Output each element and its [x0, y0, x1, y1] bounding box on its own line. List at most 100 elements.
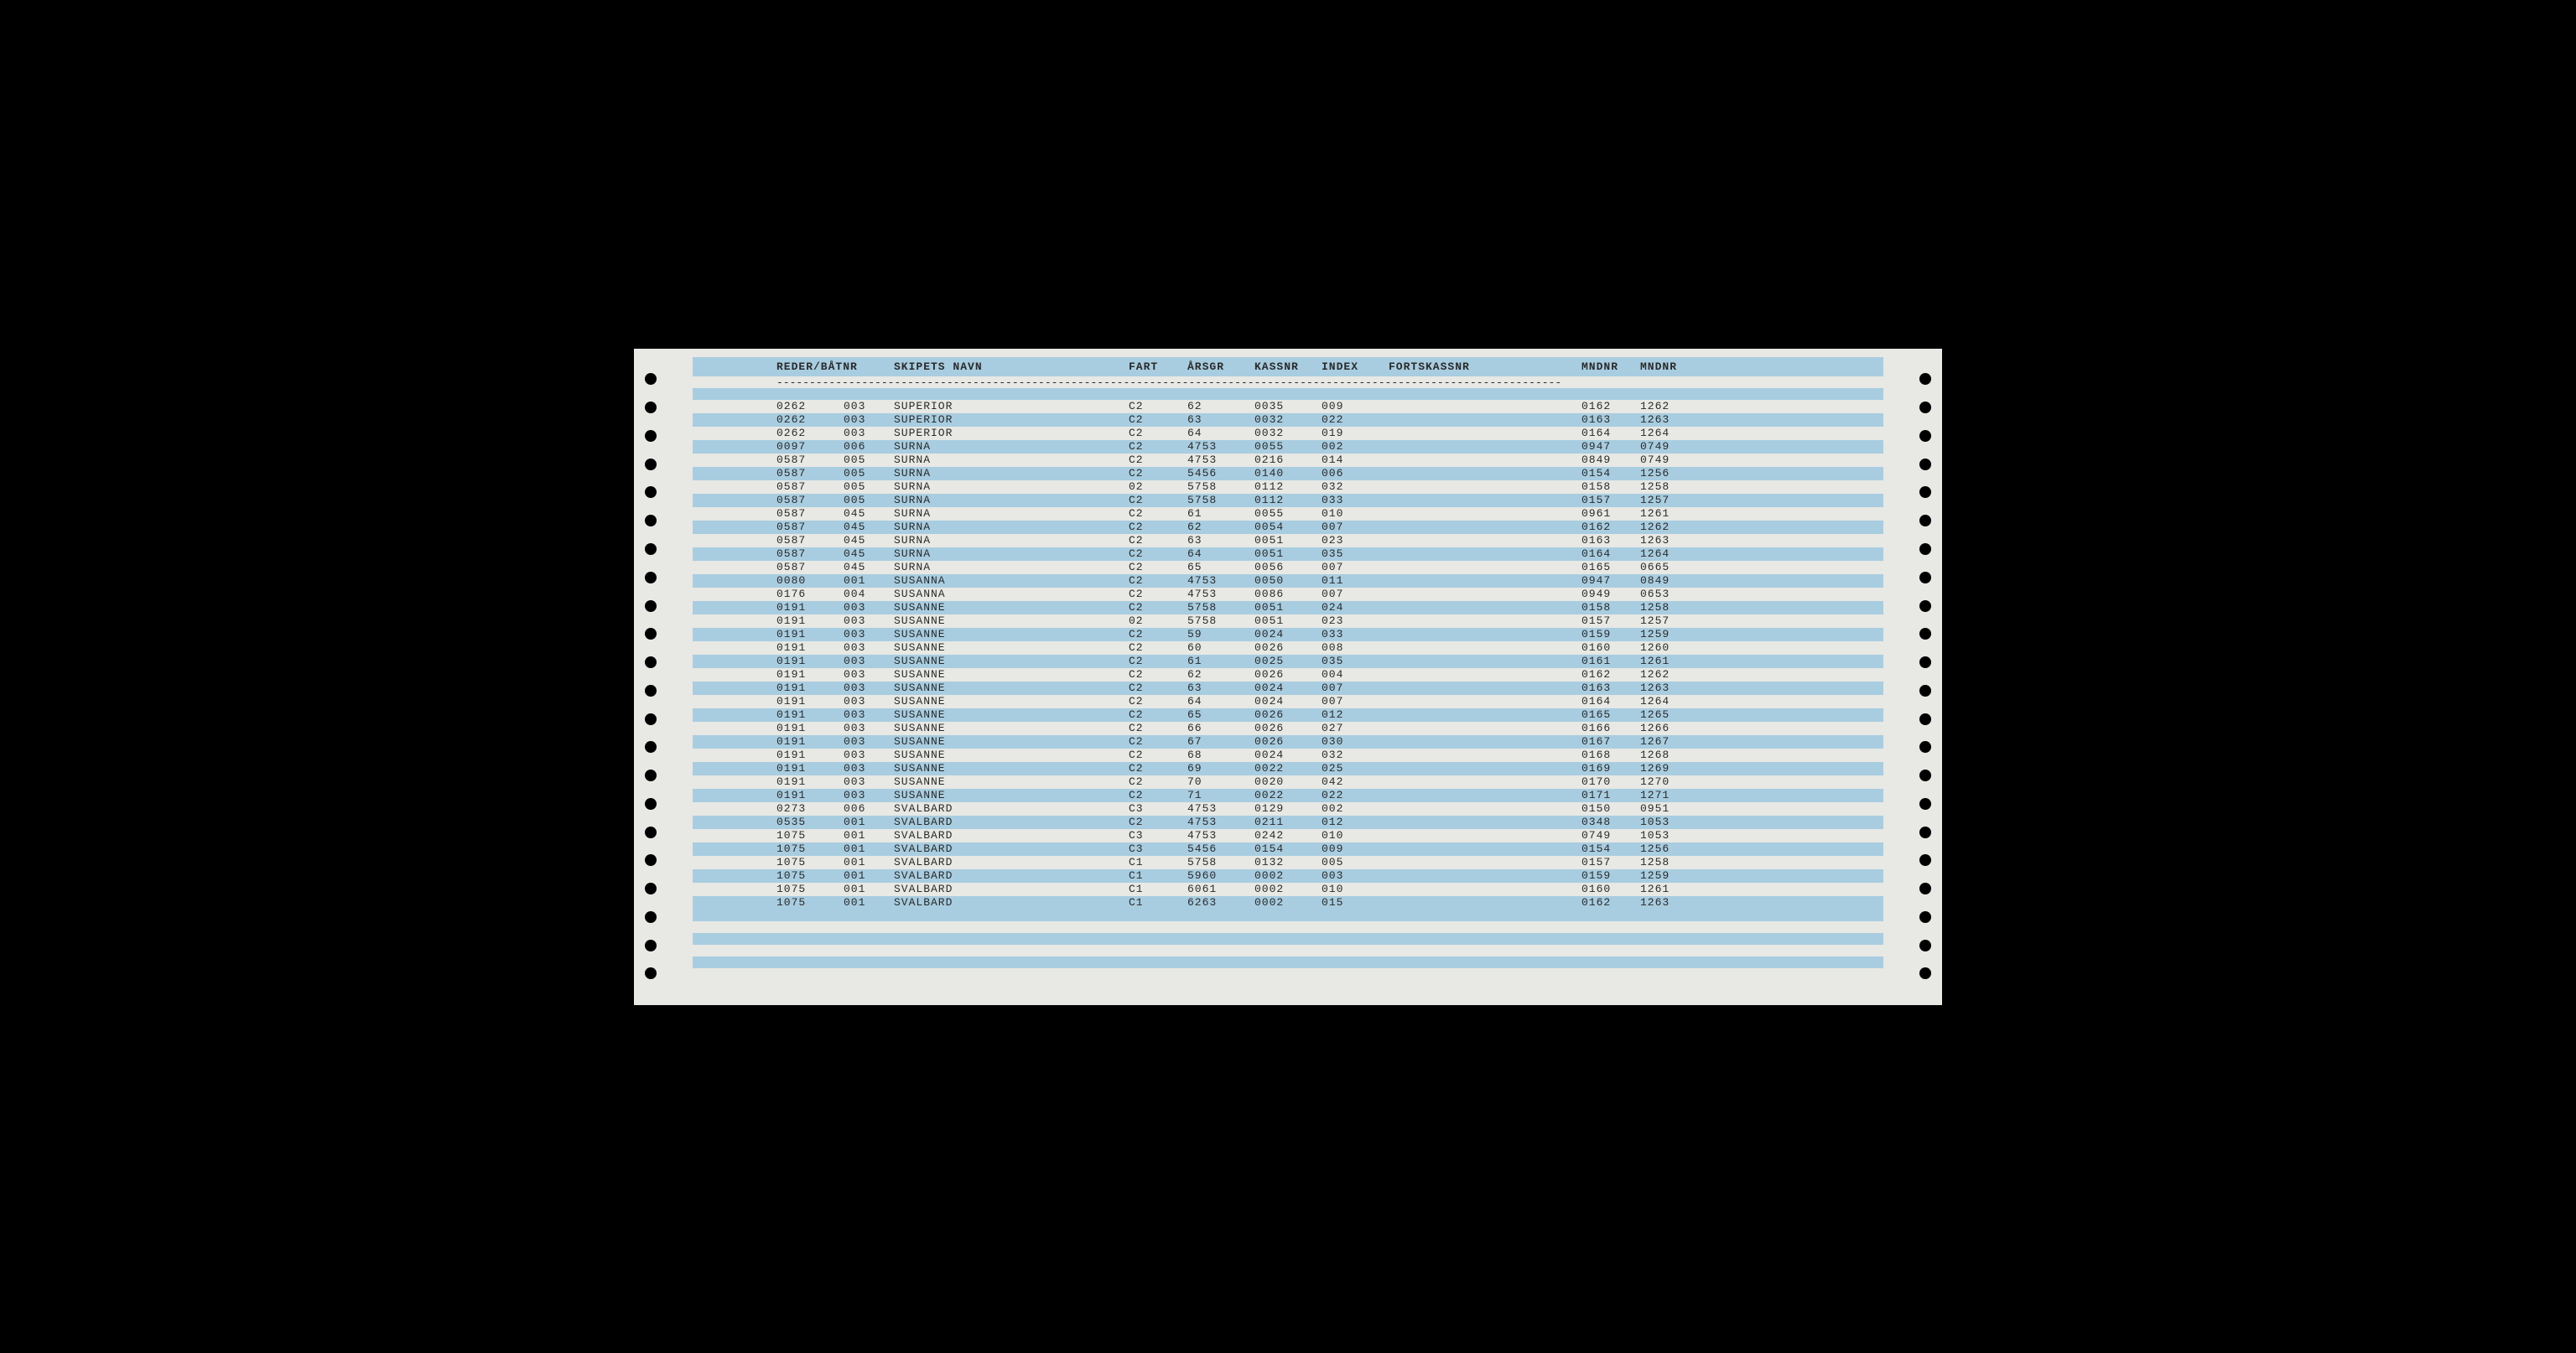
cell-skip: SUSANNE: [894, 628, 1129, 640]
cell-kassnr: 0154: [1254, 842, 1322, 855]
cell-reder: 0097: [693, 440, 844, 453]
cell-arsgr: 63: [1187, 534, 1254, 547]
cell-skip: SVALBARD: [894, 896, 1129, 909]
table-row: 0273006SVALBARDC34753012900201500951: [693, 802, 1883, 816]
cell-fart: C2: [1129, 749, 1187, 761]
cell-mndnr1: 0161: [1581, 655, 1640, 667]
cell-mndnr1: 0961: [1581, 507, 1640, 520]
cell-fart: C2: [1129, 507, 1187, 520]
cell-arsgr: 62: [1187, 400, 1254, 412]
cell-mndnr1: 0164: [1581, 695, 1640, 708]
cell-mndnr2: 1264: [1640, 547, 1699, 560]
cell-reder: 0587: [693, 494, 844, 506]
sprocket-hole: [645, 486, 657, 498]
cell-fart: C2: [1129, 534, 1187, 547]
cell-skip: SUSANNE: [894, 762, 1129, 775]
cell-mndnr2: 1053: [1640, 816, 1699, 828]
cell-arsgr: 4753: [1187, 829, 1254, 842]
cell-mndnr2: 1271: [1640, 789, 1699, 801]
cell-mndnr1: 0348: [1581, 816, 1640, 828]
cell-mndnr2: 0951: [1640, 802, 1699, 815]
cell-index: 025: [1322, 762, 1389, 775]
table-row: 0191003SUSANNEC271002202201711271: [693, 789, 1883, 802]
cell-forts: [1389, 574, 1581, 587]
cell-skip: SVALBARD: [894, 802, 1129, 815]
table-row: 0191003SUSANNEC269002202501691269: [693, 762, 1883, 775]
table-row: 0262003SUPERIORC264003201901641264: [693, 427, 1883, 440]
cell-kassnr: 0026: [1254, 735, 1322, 748]
cell-kassnr: 0002: [1254, 883, 1322, 895]
trailing-blank: [693, 933, 1883, 945]
cell-index: 024: [1322, 601, 1389, 614]
table-row: 1075001SVALBARDC34753024201007491053: [693, 829, 1883, 842]
sprocket-hole: [1919, 967, 1931, 979]
cell-arsgr: 71: [1187, 789, 1254, 801]
sprocket-hole: [645, 656, 657, 668]
table-row: 0587005SURNAC25456014000601541256: [693, 467, 1883, 480]
cell-skip: SURNA: [894, 507, 1129, 520]
cell-fart: C2: [1129, 561, 1187, 573]
cell-forts: [1389, 494, 1581, 506]
sprocket-hole: [1919, 543, 1931, 555]
cell-fart: C2: [1129, 547, 1187, 560]
cell-forts: [1389, 775, 1581, 788]
cell-arsgr: 64: [1187, 695, 1254, 708]
cell-mndnr2: 1270: [1640, 775, 1699, 788]
cell-btnr: 045: [844, 534, 894, 547]
cell-mndnr1: 0166: [1581, 722, 1640, 734]
cell-kassnr: 0054: [1254, 521, 1322, 533]
cell-skip: SUSANNE: [894, 655, 1129, 667]
data-rows-container: 0262003SUPERIORC262003500901621262026200…: [693, 400, 1883, 910]
cell-btnr: 003: [844, 735, 894, 748]
cell-kassnr: 0026: [1254, 641, 1322, 654]
cell-btnr: 001: [844, 574, 894, 587]
cell-kassnr: 0140: [1254, 467, 1322, 480]
cell-skip: SUSANNA: [894, 588, 1129, 600]
cell-arsgr: 65: [1187, 708, 1254, 721]
cell-fart: C2: [1129, 521, 1187, 533]
trailing-blank: [693, 945, 1883, 956]
cell-arsgr: 66: [1187, 722, 1254, 734]
cell-mndnr1: 0168: [1581, 749, 1640, 761]
cell-reder: 0191: [693, 614, 844, 627]
cell-arsgr: 5456: [1187, 467, 1254, 480]
cell-index: 032: [1322, 480, 1389, 493]
cell-index: 009: [1322, 842, 1389, 855]
cell-btnr: 001: [844, 816, 894, 828]
cell-arsgr: 62: [1187, 521, 1254, 533]
cell-index: 023: [1322, 614, 1389, 627]
printout-content: REDER/BÅTNR SKIPETS NAVN FART ÅRSGR KASS…: [693, 357, 1883, 980]
table-row: 0191003SUSANNEC266002602701661266: [693, 722, 1883, 735]
cell-btnr: 005: [844, 494, 894, 506]
cell-arsgr: 4753: [1187, 574, 1254, 587]
cell-btnr: 003: [844, 762, 894, 775]
table-row: 0587045SURNAC263005102301631263: [693, 534, 1883, 547]
sprocket-hole: [1919, 883, 1931, 894]
cell-btnr: 003: [844, 708, 894, 721]
cell-index: 010: [1322, 883, 1389, 895]
sprocket-hole: [1919, 854, 1931, 866]
cell-fart: C2: [1129, 775, 1187, 788]
table-row: 0191003SUSANNEC263002400701631263: [693, 682, 1883, 695]
cell-forts: [1389, 534, 1581, 547]
cell-reder: 0191: [693, 708, 844, 721]
cell-index: 023: [1322, 534, 1389, 547]
cell-mndnr2: 1053: [1640, 829, 1699, 842]
cell-kassnr: 0024: [1254, 695, 1322, 708]
cell-mndnr2: 1257: [1640, 614, 1699, 627]
table-row: 0587045SURNAC261005501009611261: [693, 507, 1883, 521]
cell-btnr: 045: [844, 561, 894, 573]
cell-mndnr2: 1262: [1640, 668, 1699, 681]
cell-mndnr1: 0170: [1581, 775, 1640, 788]
cell-reder: 1075: [693, 883, 844, 895]
cell-forts: [1389, 628, 1581, 640]
cell-index: 042: [1322, 775, 1389, 788]
cell-fart: C2: [1129, 816, 1187, 828]
cell-skip: SVALBARD: [894, 816, 1129, 828]
sprocket-hole: [1919, 685, 1931, 697]
table-row: 0191003SUSANNEC261002503501611261: [693, 655, 1883, 668]
cell-arsgr: 5758: [1187, 494, 1254, 506]
sprocket-holes-left: [638, 349, 663, 1005]
table-row: 0176004SUSANNAC24753008600709490653: [693, 588, 1883, 601]
cell-btnr: 003: [844, 722, 894, 734]
